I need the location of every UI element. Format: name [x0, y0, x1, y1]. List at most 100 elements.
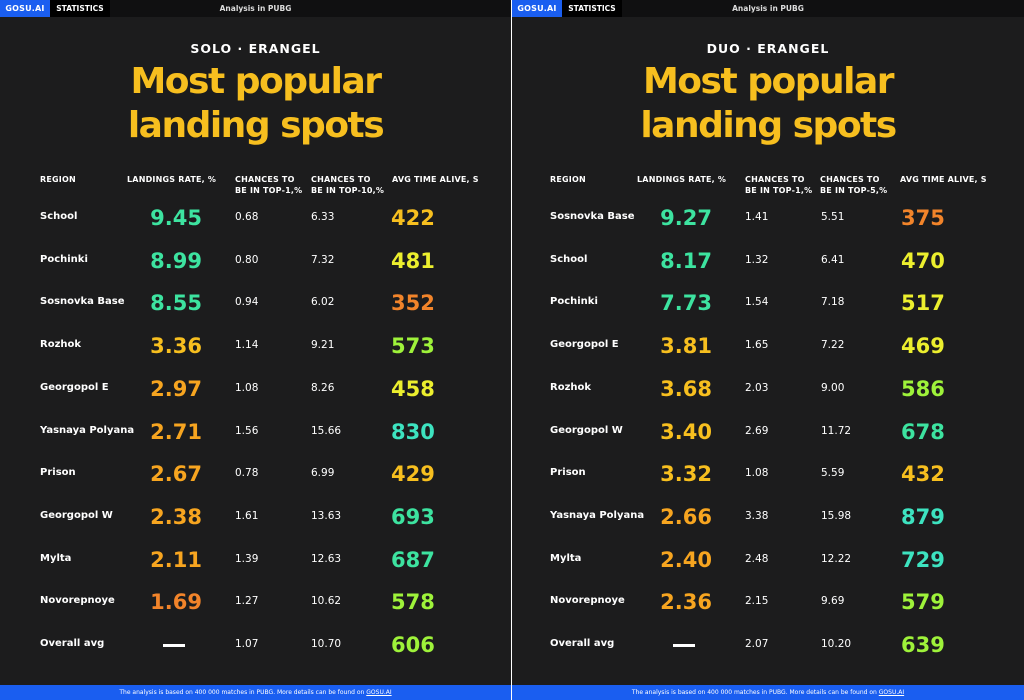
avg-time-alive: 469: [901, 334, 945, 359]
landing-rate: 2.11: [150, 547, 202, 572]
table-row: Sosnovka Base 9.27 1.41 5.51 375: [512, 206, 1024, 250]
landing-rate: 3.36: [150, 334, 202, 359]
col-header-alive: AVG TIME ALIVE, S: [900, 175, 987, 184]
chance-top-n: 5.51: [821, 211, 845, 223]
avg-time-alive: 481: [391, 248, 435, 273]
table-row: Georgopol W 3.40 2.69 11.72 678: [512, 420, 1024, 464]
chance-top1: 1.39: [235, 552, 259, 565]
chance-top1: 0.78: [235, 467, 259, 480]
chance-top1: 1.08: [745, 467, 769, 480]
region-name: Prison: [550, 467, 586, 479]
region-name: School: [550, 253, 588, 265]
footer: The analysis is based on 400 000 matches…: [512, 685, 1024, 700]
brand-logo[interactable]: GOSU.AI: [0, 0, 50, 17]
chance-top1: 0.68: [235, 211, 259, 223]
avg-time-alive: 470: [901, 248, 945, 273]
chance-top-n: 10.62: [311, 595, 342, 608]
avg-time-alive: 879: [901, 504, 945, 529]
landing-rate: 2.71: [150, 419, 202, 444]
avg-time-alive: 606: [391, 633, 435, 657]
avg-time-alive: 639: [901, 633, 945, 657]
headline-line1: Most popular: [642, 61, 895, 102]
chance-top-n: 10.70: [311, 638, 342, 650]
footer-link[interactable]: GOSU.AI: [878, 689, 905, 696]
landing-rate: 2.97: [150, 376, 202, 401]
table-row: Rozhok 3.68 2.03 9.00 586: [512, 377, 1024, 421]
table-row: Georgopol E 2.97 1.08 8.26 458: [0, 377, 511, 421]
region-name: Sosnovka Base: [550, 211, 635, 222]
col-header-top5: CHANCES TO BE IN TOP-5,%: [820, 174, 887, 196]
mode-title: SOLO · ERANGEL: [190, 41, 321, 56]
region-name: Yasnaya Polyana: [40, 424, 135, 436]
headline: Most popular landing spots: [512, 60, 1024, 148]
col-header-region: REGION: [550, 175, 586, 184]
chance-top1: 2.69: [745, 424, 769, 437]
landing-rate: 3.40: [660, 419, 712, 444]
col-header-top10-line2: BE IN TOP-10,%: [311, 186, 385, 195]
col-header-region: REGION: [40, 175, 76, 184]
chance-top1: 2.07: [745, 638, 769, 650]
chance-top-n: 7.32: [311, 253, 335, 266]
col-header-top10: CHANCES TO BE IN TOP-10,%: [311, 174, 384, 196]
col-header-alive: AVG TIME ALIVE, S: [392, 175, 479, 184]
avg-time-alive: 422: [391, 206, 435, 230]
chance-top-n: 7.22: [821, 339, 845, 352]
col-header-top1-line1: CHANCES TO: [745, 175, 805, 184]
table-row: Mylta 2.40 2.48 12.22 729: [512, 548, 1024, 592]
headline: Most popular landing spots: [0, 60, 511, 148]
chance-top-n: 6.02: [311, 296, 335, 309]
landing-rate: 2.36: [660, 590, 712, 615]
table-row: School 9.45 0.68 6.33 422: [0, 206, 511, 250]
chance-top1: 1.65: [745, 339, 769, 352]
table-row: Overall avg 2.07 10.20 639: [512, 633, 1024, 677]
chance-top1: 1.41: [745, 211, 769, 223]
chance-top-n: 9.69: [821, 595, 845, 608]
avg-time-alive: 432: [901, 462, 945, 487]
landing-rate: 2.40: [660, 547, 712, 572]
chance-top1: 1.56: [235, 424, 259, 437]
chance-top1: 2.48: [745, 552, 769, 565]
avg-time-alive: 352: [391, 291, 435, 316]
chance-top-n: 6.33: [311, 211, 335, 223]
footer-text: The analysis is based on 400 000 matches…: [119, 689, 367, 696]
chance-top1: 1.07: [235, 638, 259, 650]
region-name: Yasnaya Polyana: [550, 509, 645, 521]
chance-top1: 2.03: [745, 381, 769, 394]
landing-rate: 2.38: [150, 504, 202, 529]
col-header-top10-line1: CHANCES TO: [311, 175, 371, 184]
landing-rate: 3.81: [660, 334, 712, 359]
landing-rate: 9.27: [660, 206, 712, 230]
statistics-tab[interactable]: STATISTICS: [562, 0, 622, 17]
region-name: Overall avg: [550, 638, 615, 649]
landing-rate: 9.45: [150, 206, 202, 230]
chance-top1: 1.27: [235, 595, 259, 608]
chance-top-n: 9.00: [821, 381, 845, 394]
chance-top1: 1.61: [235, 509, 259, 522]
bar-title: Analysis in PUBG: [219, 4, 292, 13]
region-name: Mylta: [550, 552, 582, 564]
chance-top-n: 12.22: [821, 552, 852, 565]
landing-rate: 1.69: [150, 590, 202, 615]
statistics-tab[interactable]: STATISTICS: [50, 0, 110, 17]
region-name: Rozhok: [550, 381, 592, 393]
avg-time-alive: 586: [901, 376, 945, 401]
col-header-top5-line2: BE IN TOP-5,%: [820, 186, 888, 195]
landing-rate: 7.73: [660, 291, 712, 316]
chance-top-n: 6.41: [821, 253, 845, 266]
avg-time-alive: 429: [391, 462, 435, 487]
brand-logo[interactable]: GOSU.AI: [512, 0, 562, 17]
footer-link[interactable]: GOSU.AI: [366, 689, 392, 696]
col-header-top1-line2: BE IN TOP-1,%: [235, 186, 303, 195]
table-row: Sosnovka Base 8.55 0.94 6.02 352: [0, 291, 511, 335]
col-header-top1: CHANCES TO BE IN TOP-1,%: [235, 174, 302, 196]
headline-line1: Most popular: [130, 61, 382, 102]
avg-time-alive: 517: [901, 291, 945, 316]
region-name: Pochinki: [550, 296, 598, 308]
top-bar: Analysis in PUBG GOSU.AI STATISTICS: [0, 0, 511, 17]
table-row: Yasnaya Polyana 2.71 1.56 15.66 830: [0, 420, 511, 464]
region-name: Mylta: [40, 552, 72, 564]
footer: The analysis is based on 400 000 matches…: [0, 685, 511, 700]
col-header-top1-line2: BE IN TOP-1,%: [745, 186, 813, 195]
avg-time-alive: 578: [391, 590, 435, 615]
